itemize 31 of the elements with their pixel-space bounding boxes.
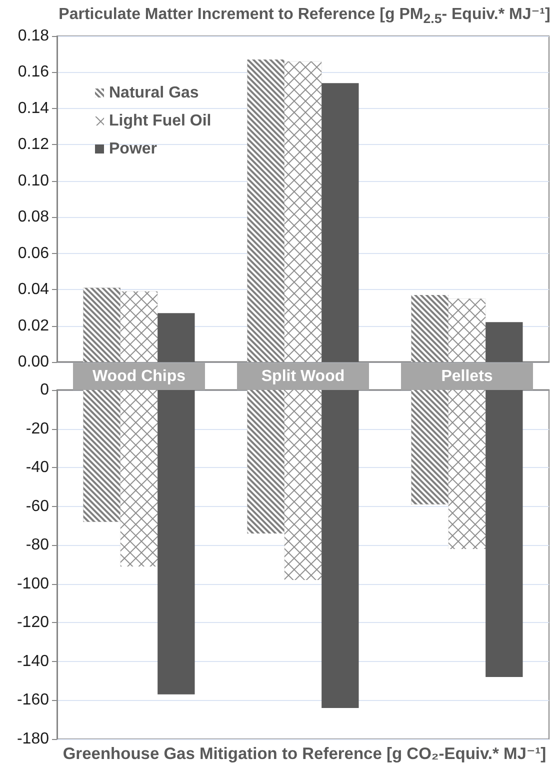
y-tick-label: 0.18	[18, 28, 50, 44]
y-tick-label: -180	[16, 730, 50, 748]
bar	[486, 322, 523, 362]
y-tick-label: -100	[16, 575, 50, 592]
x-axis-title: Greenhouse Gas Mitigation to Reference [g CO₂-Equiv.* MJ⁻¹]	[62, 744, 548, 764]
x-tick-label: Split Wood	[261, 368, 345, 385]
y-tick-label: 0.02	[18, 317, 50, 334]
y-tick-label: -20	[26, 420, 50, 438]
y-tick-label: 0.08	[18, 208, 50, 226]
y-tick-label: 0	[40, 382, 50, 398]
bar	[322, 83, 359, 362]
chart-title: Particulate Matter Increment to Reference [g PM$_{2.5}$- Equiv.* MJ⁻¹]	[58, 5, 552, 28]
x-tick-label: Wood Chips	[92, 368, 186, 385]
y-tick-label: 0.10	[18, 172, 50, 190]
y-tick-label: -160	[16, 692, 50, 709]
y-tick-label: -140	[16, 652, 50, 670]
bar	[158, 313, 195, 362]
y-tick-label: 0.16	[18, 64, 50, 81]
y-tick-label: 0.14	[18, 100, 50, 117]
legend-label: Light Fuel Oil	[109, 112, 212, 130]
y-tick-label: -80	[26, 536, 50, 554]
y-tick-label: -120	[16, 614, 50, 632]
x-tick-label: Pellets	[441, 368, 493, 385]
legend-label: Power	[109, 140, 158, 158]
y-tick-label: -60	[26, 498, 50, 515]
y-tick-label: 0.06	[18, 244, 50, 262]
y-tick-label: 0.12	[18, 136, 50, 154]
legend-label: Natural Gas	[109, 84, 199, 102]
y-tick-label: 0.04	[18, 281, 50, 298]
y-tick-label: 0.00	[18, 354, 50, 370]
y-tick-label: -40	[26, 459, 50, 476]
